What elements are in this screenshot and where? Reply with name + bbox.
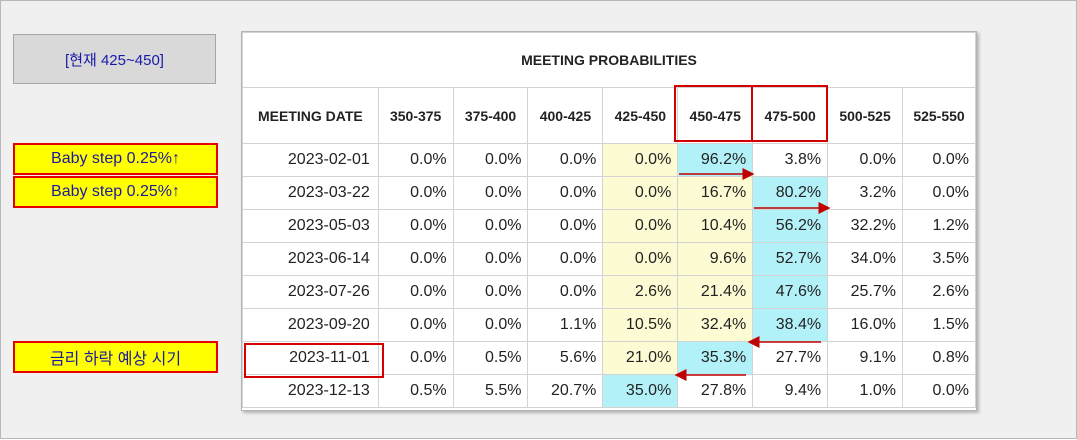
probability-cell: 0.0% [827, 143, 904, 177]
table-row: 2023-03-22 0.0% 0.0% 0.0% 0.0% 16.7% 80.2% 3.2%… [242, 176, 976, 210]
probability-cell: 0.5% [377, 374, 454, 408]
probability-cell: 47.6% [752, 275, 829, 309]
meeting-probabilities-panel: MEETING PROBABILITIES MEETING DATE 350-37… [241, 31, 977, 411]
probability-cell: 0.0% [452, 143, 529, 177]
table-row: 2023-02-01 0.0% 0.0% 0.0% 0.0% 96.2% 3.8% 0.0% 0… [242, 143, 976, 177]
probability-cell: 0.0% [602, 143, 679, 177]
probability-cell: 56.2% [752, 209, 829, 243]
probability-cell: 0.0% [377, 275, 454, 309]
probability-cell: 0.0% [527, 176, 604, 210]
probability-cell: 0.8% [902, 341, 976, 375]
probability-cell: 0.0% [377, 176, 454, 210]
meeting-date-cell: 2023-12-13 [242, 374, 379, 408]
header-row: MEETING DATE 350-375 375-400 400-425 425-450… [242, 87, 976, 144]
baby-step-label: Baby step 0.25%↑ [13, 176, 218, 208]
meeting-date-cell: 2023-05-03 [242, 209, 379, 243]
probability-cell: 9.6% [677, 242, 754, 276]
meeting-probabilities-table: MEETING PROBABILITIES MEETING DATE 350-37… [242, 32, 976, 408]
probability-cell: 0.0% [452, 176, 529, 210]
current-rate-label: [현재 425~450] [13, 34, 216, 84]
probability-cell: 3.8% [752, 143, 829, 177]
table-row: 2023-07-26 0.0% 0.0% 0.0% 2.6% 21.4% 47.6% 25.7… [242, 275, 976, 309]
probability-cell: 34.0% [827, 242, 904, 276]
probability-cell: 0.0% [377, 341, 454, 375]
rate-cut-timing-label: 금리 하락 예상 시기 [13, 341, 218, 373]
probability-cell: 1.5% [902, 308, 976, 342]
probability-cell: 20.7% [527, 374, 604, 408]
meeting-date-cell: 2023-02-01 [242, 143, 379, 177]
probability-cell: 0.0% [527, 209, 604, 243]
table-row: 2023-09-20 0.0% 0.0% 1.1% 10.5% 32.4% 38.4% 16.… [242, 308, 976, 342]
probability-cell: 38.4% [752, 308, 829, 342]
baby-step-label: Baby step 0.25%↑ [13, 143, 218, 175]
probability-cell: 16.7% [677, 176, 754, 210]
probability-cell: 0.5% [452, 341, 529, 375]
probability-cell: 2.6% [602, 275, 679, 309]
probability-cell: 5.6% [527, 341, 604, 375]
meeting-date-cell: 2023-07-26 [242, 275, 379, 309]
probability-cell: 0.0% [602, 242, 679, 276]
table-row: 2023-06-14 0.0% 0.0% 0.0% 0.0% 9.6% 52.7% 34.0%… [242, 242, 976, 276]
header-400-425: 400-425 [527, 87, 604, 144]
probability-cell: 10.5% [602, 308, 679, 342]
probability-cell: 5.5% [452, 374, 529, 408]
probability-cell: 21.4% [677, 275, 754, 309]
probability-cell: 0.0% [452, 242, 529, 276]
probability-cell: 3.5% [902, 242, 976, 276]
table-row: 2023-05-03 0.0% 0.0% 0.0% 0.0% 10.4% 56.2% 32.2… [242, 209, 976, 243]
probability-cell: 80.2% [752, 176, 829, 210]
probability-cell: 32.2% [827, 209, 904, 243]
meeting-date-cell: 2023-03-22 [242, 176, 379, 210]
header-525-550: 525-550 [902, 87, 976, 144]
header-425-450: 425-450 [602, 87, 679, 144]
probability-cell: 0.0% [902, 143, 976, 177]
probability-cell: 0.0% [602, 209, 679, 243]
probability-cell: 9.4% [752, 374, 829, 408]
table-row: 2023-11-01 0.0% 0.5% 5.6% 21.0% 35.3% 27.7% 9.1… [242, 341, 976, 375]
probability-cell: 0.0% [377, 209, 454, 243]
probability-cell: 0.0% [527, 143, 604, 177]
probability-cell: 3.2% [827, 176, 904, 210]
probability-cell: 0.0% [902, 176, 976, 210]
probability-cell: 96.2% [677, 143, 754, 177]
probability-cell: 0.0% [452, 308, 529, 342]
probability-cell: 52.7% [752, 242, 829, 276]
table-row: 2023-12-13 0.5% 5.5% 20.7% 35.0% 27.8% 9.4% 1.0… [242, 374, 976, 408]
probability-cell: 21.0% [602, 341, 679, 375]
probability-cell: 0.0% [902, 374, 976, 408]
probability-cell: 1.1% [527, 308, 604, 342]
meeting-date-cell: 2023-06-14 [242, 242, 379, 276]
table-body: 2023-02-01 0.0% 0.0% 0.0% 0.0% 96.2% 3.8% 0.0% 0… [242, 143, 976, 408]
probability-cell: 0.0% [602, 176, 679, 210]
header-meeting-date: MEETING DATE [242, 87, 379, 144]
probability-cell: 35.0% [602, 374, 679, 408]
table-title: MEETING PROBABILITIES [242, 32, 976, 88]
probability-cell: 0.0% [452, 209, 529, 243]
